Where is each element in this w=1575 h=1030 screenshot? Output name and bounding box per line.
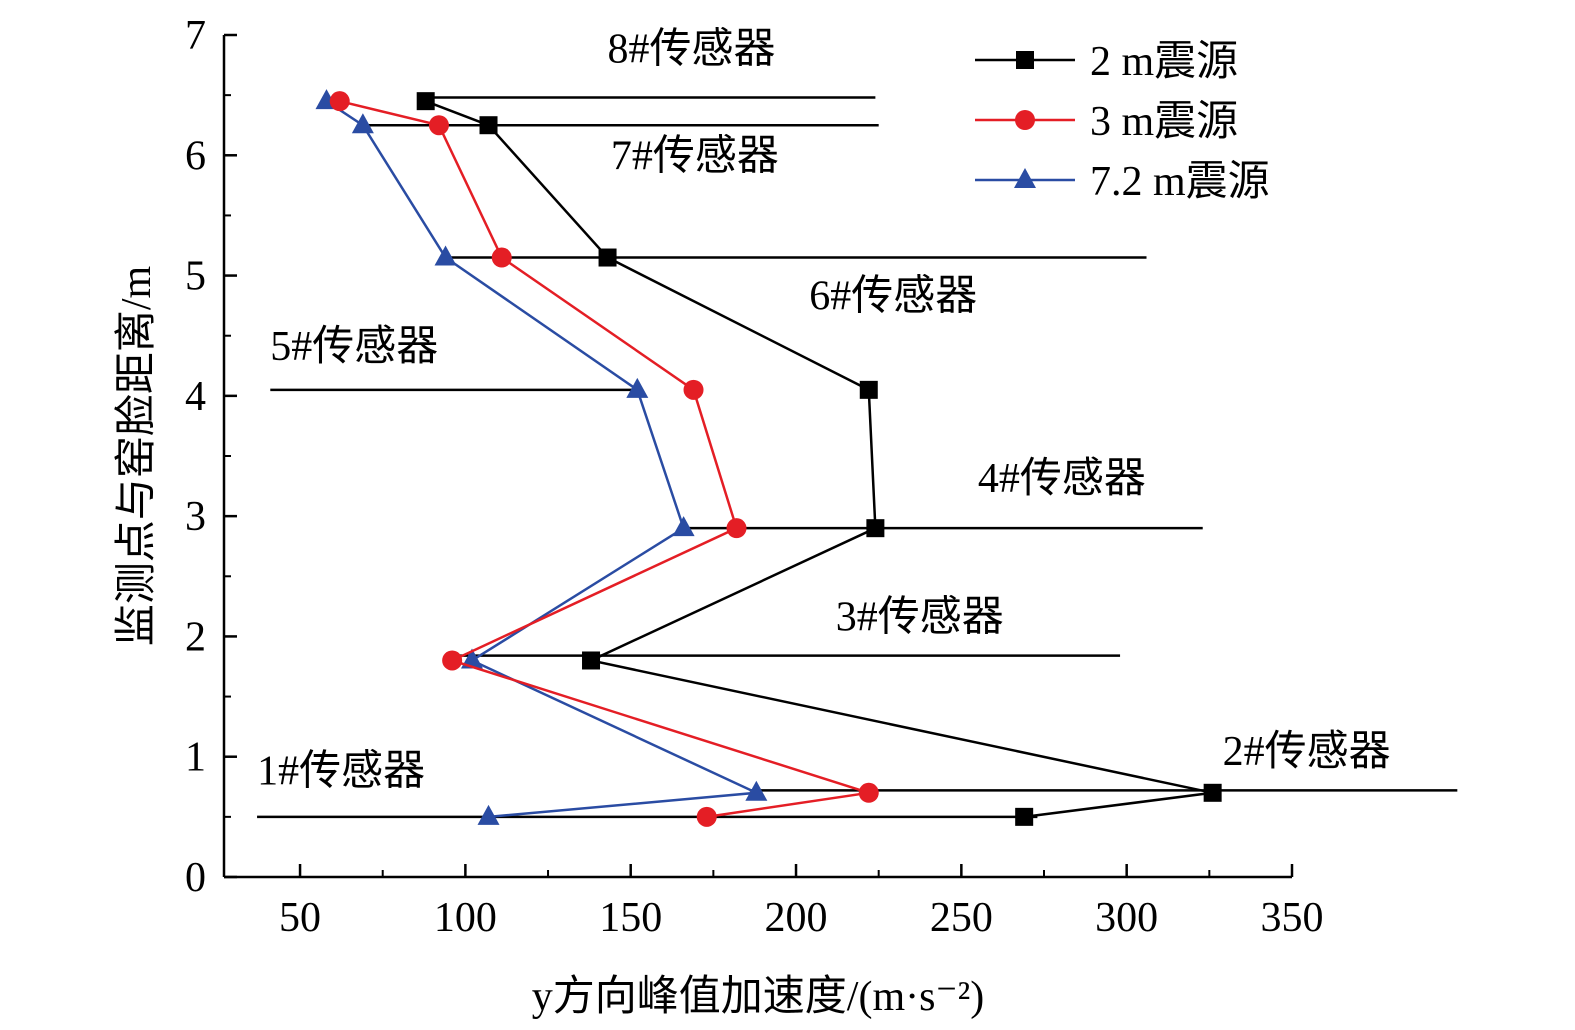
data-point [866, 519, 885, 538]
legend-marker [1014, 168, 1036, 188]
data-point [477, 804, 500, 825]
x-tick-label: 150 [599, 895, 662, 941]
legend-marker [1015, 110, 1035, 130]
data-point [1015, 807, 1034, 826]
y-tick-label: 5 [185, 254, 206, 300]
data-point [626, 377, 649, 398]
sensor-lines: 1#传感器 2#传感器 3#传感器 4#传感器 5#传感器 6#传感器 7#传感器 8#传感器 [257, 27, 1458, 819]
data-point [696, 806, 717, 827]
y-tick-label: 4 [185, 374, 206, 420]
sensor-label: 5#传感器 [270, 324, 438, 370]
x-tick-label: 200 [765, 895, 828, 941]
y-tick-label: 3 [185, 494, 206, 540]
y-tick-label: 2 [185, 614, 206, 660]
legend-label: 2 m震源 [1090, 39, 1238, 85]
series-line [425, 99, 1213, 819]
data-point [442, 650, 463, 671]
data-point [683, 379, 704, 400]
sensor-label: 3#传感器 [836, 594, 1004, 640]
legend-item: 3 m震源 [975, 99, 1238, 145]
series-layer [315, 89, 1222, 827]
x-tick-label: 350 [1261, 895, 1324, 941]
series-line [325, 100, 762, 819]
data-point [460, 648, 483, 669]
data-point [434, 245, 457, 266]
series-1 [416, 92, 1222, 826]
data-point [859, 380, 878, 399]
legend-item: 2 m震源 [975, 39, 1238, 85]
sensor-label: 4#传感器 [978, 456, 1146, 502]
data-point [1203, 783, 1222, 802]
sensor-label: 7#传感器 [611, 134, 779, 180]
sensor-label: 8#传感器 [608, 27, 776, 73]
series-line [339, 99, 870, 819]
axes: 50 100 150 200 250 300 350 0 1 2 3 4 5 6 7 [185, 13, 1324, 941]
data-point [858, 782, 879, 803]
data-point [428, 115, 449, 136]
series-2 [329, 91, 879, 827]
y-tick-label: 0 [185, 855, 206, 901]
x-tick-label: 50 [279, 895, 321, 941]
data-point [598, 248, 617, 267]
legend-label: 7.2 m震源 [1090, 159, 1270, 205]
sensor-label: 1#传感器 [257, 748, 425, 794]
data-point [479, 116, 498, 135]
data-point [726, 518, 747, 539]
y-tick-label: 7 [185, 13, 206, 59]
legend-label: 3 m震源 [1090, 99, 1238, 145]
sensor-label: 2#传感器 [1223, 729, 1391, 775]
data-point [745, 780, 768, 801]
x-tick-label: 300 [1095, 895, 1158, 941]
x-tick-label: 250 [930, 895, 993, 941]
data-point [416, 92, 435, 111]
legend: 2 m震源 3 m震源 7.2 m震源 [975, 39, 1270, 205]
series-3 [315, 89, 768, 825]
data-point [491, 247, 512, 268]
y-axis-title: 监测点与窑脸距离/m [113, 266, 160, 647]
legend-marker [1016, 51, 1034, 69]
data-point [351, 113, 374, 134]
data-point [329, 91, 350, 112]
legend-item: 7.2 m震源 [975, 159, 1270, 205]
y-tick-label: 6 [185, 133, 206, 179]
x-tick-label: 100 [434, 895, 497, 941]
y-tick-label: 1 [185, 735, 206, 781]
data-point [672, 516, 695, 537]
x-axis-title: y方向峰值加速度/(m·s⁻²) [532, 974, 984, 1020]
data-point [582, 651, 601, 670]
sensor-label: 6#传感器 [809, 273, 977, 319]
